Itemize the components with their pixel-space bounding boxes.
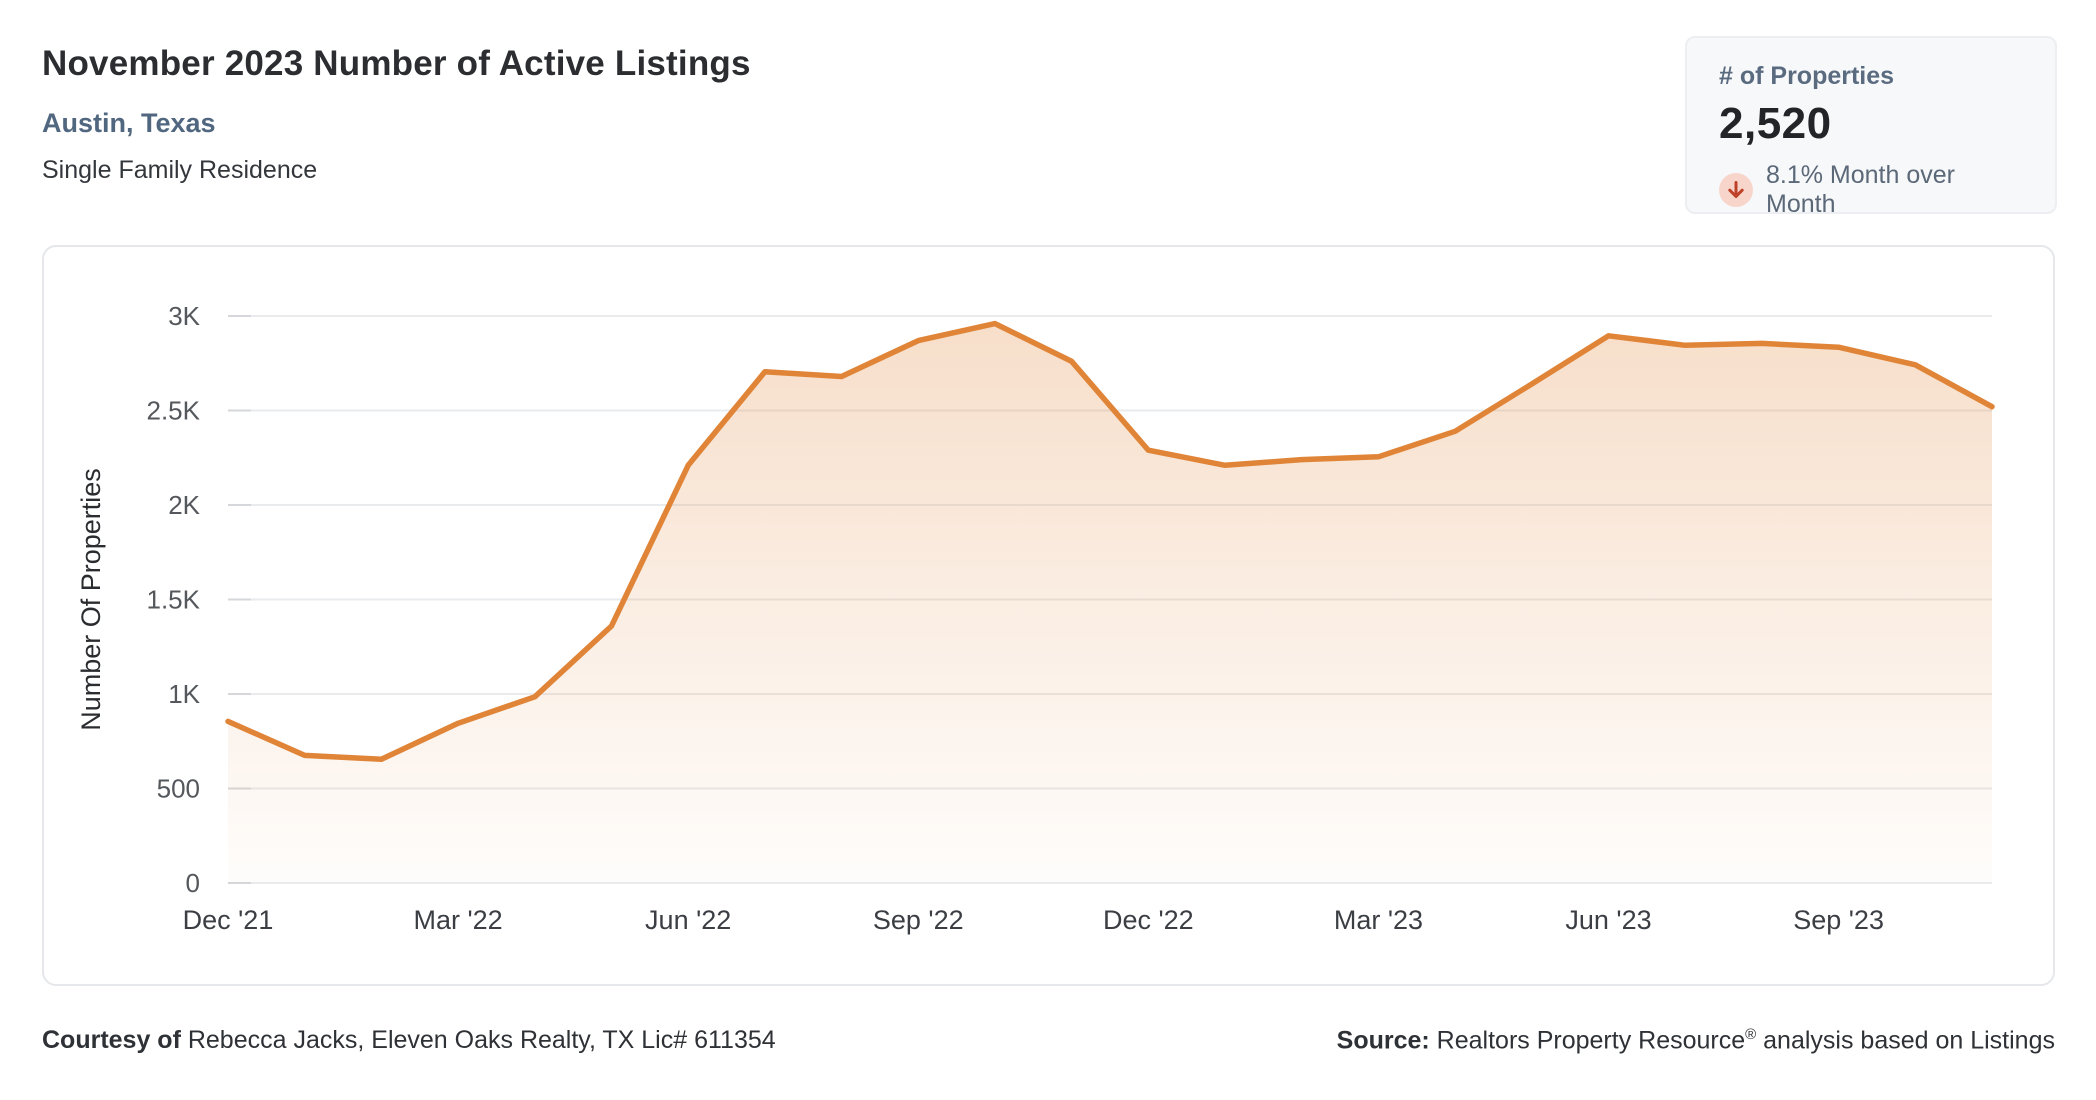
x-tick-label: Sep '22 (873, 905, 964, 935)
y-tick-label: 500 (157, 774, 200, 804)
series-line (225, 320, 1995, 762)
courtesy-note: Courtesy of Rebecca Jacks, Eleven Oaks R… (42, 1026, 776, 1055)
y-tick-label: 3K (168, 301, 200, 331)
x-tick-label: Mar '22 (413, 905, 502, 935)
stat-card: # of Properties 2,520 8.1% Month over Mo… (1685, 36, 2057, 218)
registered-mark: ® (1745, 1026, 1757, 1043)
area-fill (228, 323, 1992, 884)
y-tick-label: 0 (186, 868, 200, 898)
courtesy-text: Rebecca Jacks, Eleven Oaks Realty, TX Li… (180, 1026, 776, 1054)
location-subtitle: Austin, Texas (42, 108, 216, 138)
x-tick-label: Jun '23 (1565, 905, 1651, 935)
chart-panel: 3K 2.5K 2K 1.5K 1K 500 0 Dec '21 Mar '22 Jun '22 S… (42, 245, 2055, 986)
y-axis-title: Number Of Properties (76, 468, 106, 731)
source-text: Realtors Property Resource (1429, 1026, 1746, 1055)
x-tick-label: Dec '21 (183, 905, 274, 935)
source-label: Source: (1336, 1026, 1430, 1055)
stat-change-text: 8.1% Month over Month (1766, 161, 1955, 218)
source-text-2: analysis based on Listings (1756, 1026, 2055, 1055)
property-type: Single Family Residence (42, 156, 318, 184)
x-tick-label: Mar '23 (1334, 905, 1423, 935)
footer: Courtesy of Rebecca Jacks, Eleven Oaks R… (42, 1026, 2055, 1055)
courtesy-label: Courtesy of (42, 1026, 181, 1054)
y-tick-label: 1K (168, 679, 200, 709)
chart-plot-area[interactable] (228, 316, 1992, 883)
page-title: November 2023 Number of Active Listings (42, 44, 751, 83)
y-tick-label: 2K (168, 490, 200, 520)
stat-value: 2,520 (1719, 99, 1832, 148)
source-note: Source: Realtors Property Resource® anal… (1337, 1026, 2055, 1055)
y-tick-label: 1.5K (147, 585, 201, 615)
arrow-down-icon (1719, 173, 1753, 207)
active-listings-area-chart[interactable]: 3K 2.5K 2K 1.5K 1K 500 0 Dec '21 Mar '22 Jun '22 S… (42, 245, 2055, 986)
x-tick-label: Sep '23 (1793, 905, 1884, 935)
stat-label: # of Properties (1719, 62, 1895, 90)
x-tick-label: Jun '22 (645, 905, 731, 935)
stat-change-row: 8.1% Month over Month (1719, 161, 2025, 219)
y-tick-label: 2.5K (147, 396, 201, 426)
x-tick-label: Dec '22 (1103, 905, 1194, 935)
